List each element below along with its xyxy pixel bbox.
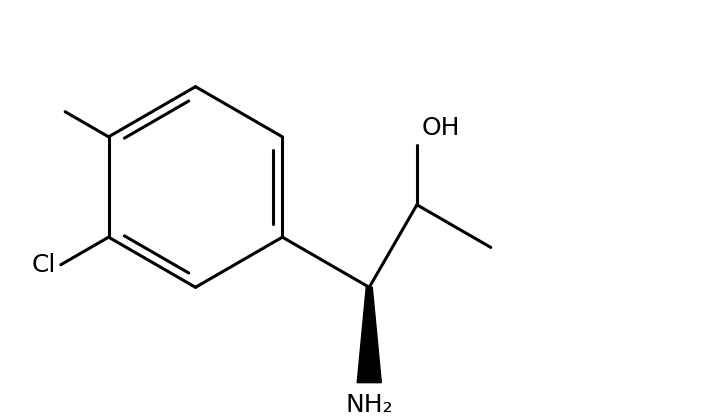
Polygon shape bbox=[357, 287, 381, 383]
Text: Cl: Cl bbox=[32, 253, 55, 277]
Text: OH: OH bbox=[422, 116, 461, 139]
Text: NH₂: NH₂ bbox=[345, 393, 393, 417]
